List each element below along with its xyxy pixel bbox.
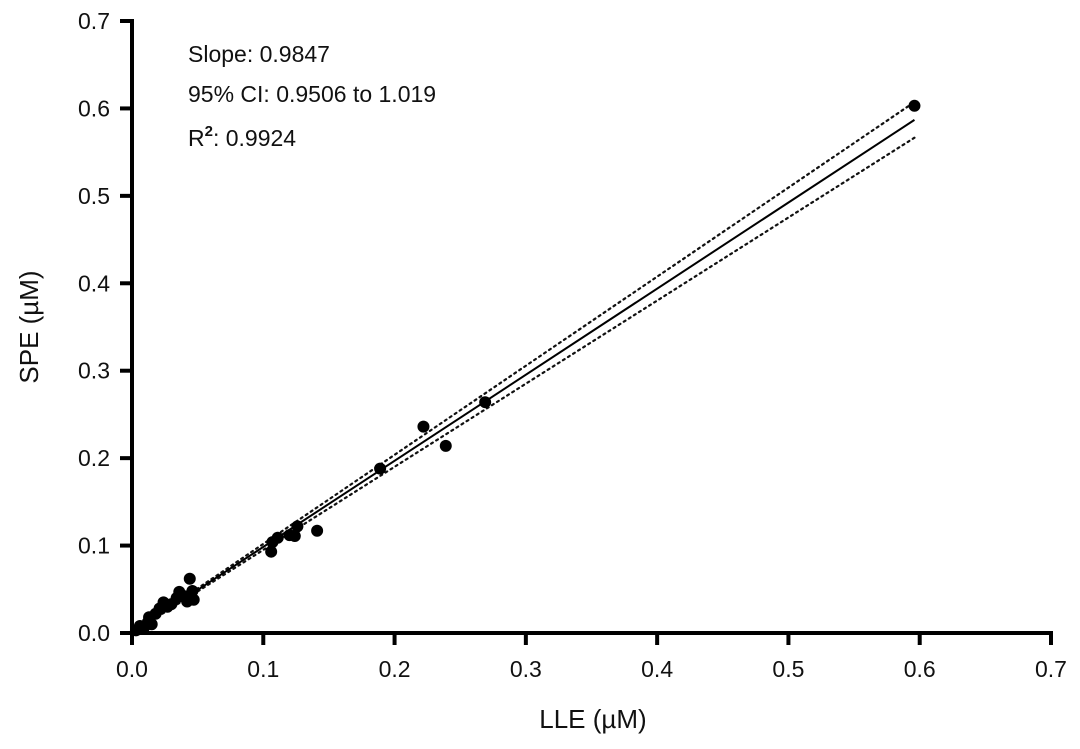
data-point	[183, 572, 196, 585]
x-tick-label: 0.6	[904, 656, 936, 682]
regression-line	[131, 119, 916, 634]
data-point	[291, 520, 304, 533]
y-tick-label: 0.4	[78, 270, 110, 296]
r2-prefix: R	[188, 125, 205, 151]
x-tick-label: 0.5	[772, 656, 804, 682]
y-tick-label: 0.2	[78, 445, 110, 471]
data-point	[288, 529, 301, 542]
x-tick-label: 0.0	[116, 656, 148, 682]
data-point	[311, 524, 324, 537]
data-point	[145, 618, 158, 631]
y-tick-label: 0.1	[78, 533, 110, 559]
data-point	[187, 593, 200, 606]
x-tick-label: 0.7	[1035, 656, 1067, 682]
chart-marks: 0.0 0.1 0.2 0.3 0.4 0.5 0.6 0.7 0.0 0.1 0.2 0.3 0.4 0…	[78, 8, 1067, 682]
x-tick-label: 0.4	[641, 656, 673, 682]
y-tick-label: 0.5	[78, 183, 110, 209]
ci-upper-line	[130, 100, 916, 635]
data-point	[908, 99, 921, 112]
y-tick-label: 0.3	[78, 358, 110, 384]
data-point	[374, 462, 387, 475]
ci-annotation: 95% CI: 0.9506 to 1.019	[188, 81, 436, 107]
data-point	[271, 531, 284, 544]
r2-annotation: R2: 0.9924	[188, 123, 296, 151]
y-tick-label: 0.6	[78, 95, 110, 121]
x-axis-title: LLE (µM)	[539, 704, 646, 734]
ci-lower-line	[130, 136, 916, 635]
y-tick-label: 0.7	[78, 8, 110, 34]
slope-annotation: Slope: 0.9847	[188, 41, 330, 67]
data-point	[265, 545, 278, 558]
data-point	[439, 439, 452, 452]
x-tick-label: 0.2	[379, 656, 411, 682]
y-tick-label: 0.0	[78, 620, 110, 646]
r2-value: : 0.9924	[213, 125, 296, 151]
y-axis-title: SPE (µM)	[14, 270, 44, 383]
data-point	[417, 420, 430, 433]
x-tick-label: 0.3	[510, 656, 542, 682]
x-tick-label: 0.1	[247, 656, 279, 682]
r2-superscript: 2	[205, 123, 213, 140]
data-point	[479, 396, 492, 409]
